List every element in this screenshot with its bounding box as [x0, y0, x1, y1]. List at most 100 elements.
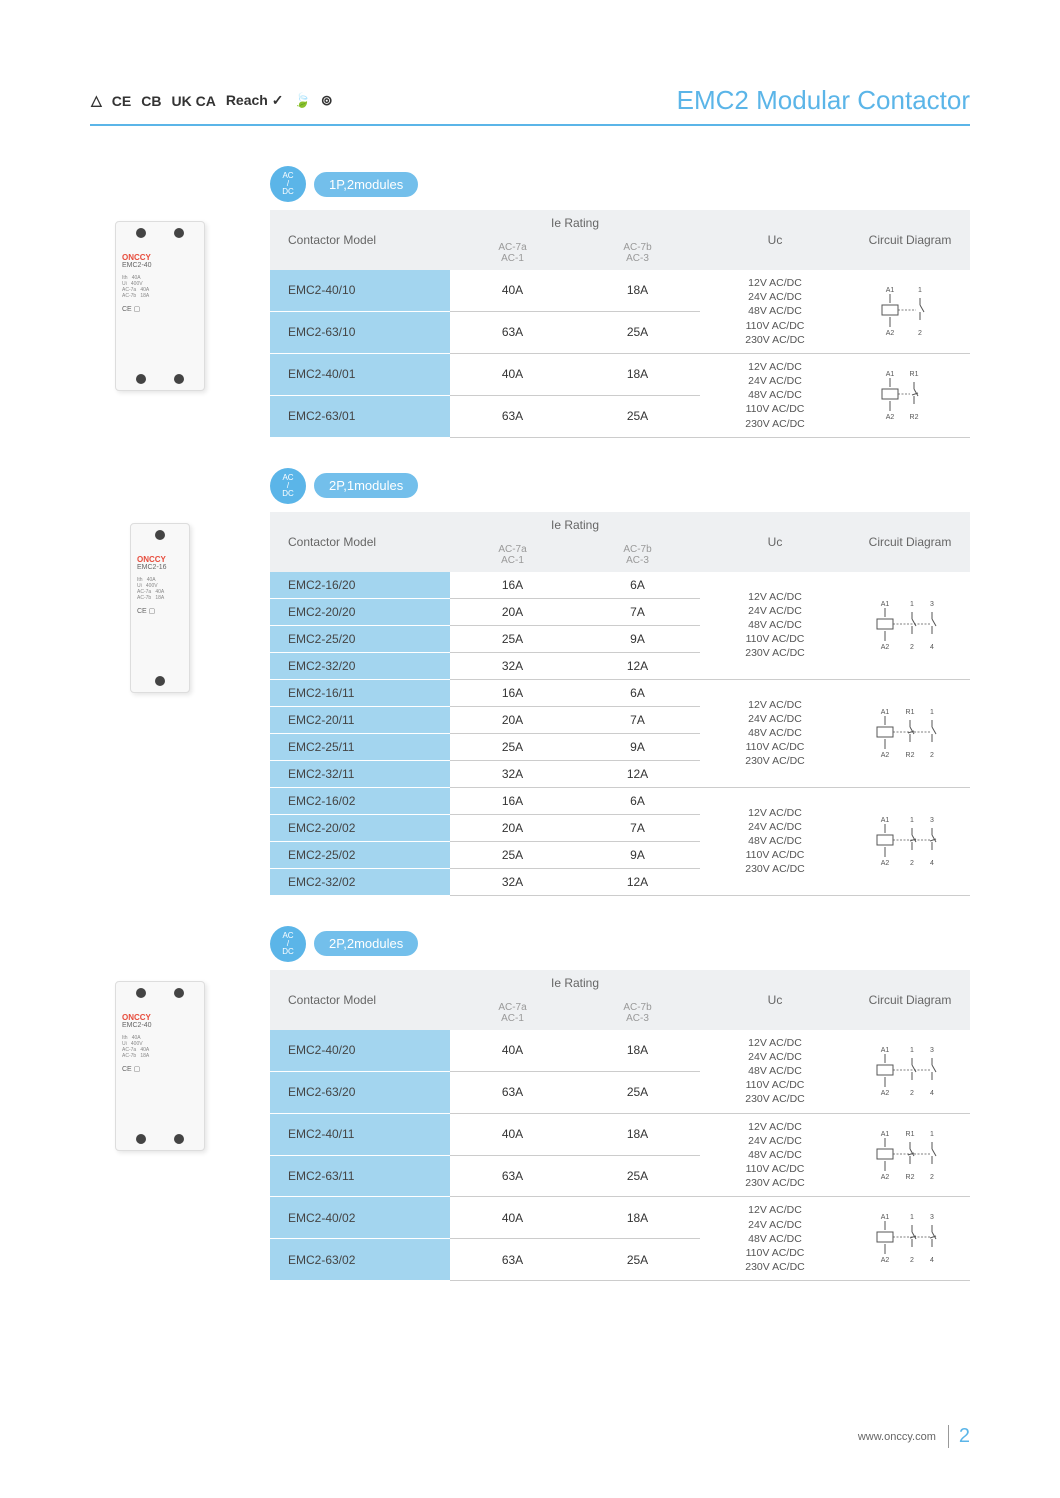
product-section: ONCCY EMC2-40 Ith 40AUi 400VAC-7a 40AAC-…	[90, 166, 970, 438]
uc-cell: 12V AC/DC24V AC/DC48V AC/DC110V AC/DC230…	[700, 1197, 850, 1281]
model-cell: EMC2-20/11	[270, 706, 450, 733]
rating-cell: 32A	[450, 760, 575, 787]
rating-cell: 20A	[450, 706, 575, 733]
model-cell: EMC2-40/11	[270, 1113, 450, 1155]
product-section: ONCCY EMC2-40 Ith 40AUi 400VAC-7a 40AAC-…	[90, 926, 970, 1282]
uc-cell: 12V AC/DC24V AC/DC48V AC/DC110V AC/DC230…	[700, 1030, 850, 1113]
rating-cell: 63A	[450, 1155, 575, 1197]
model-cell: EMC2-20/20	[270, 598, 450, 625]
svg-text:3: 3	[930, 1047, 934, 1054]
table-area: AC/DC 1P,2modules Contactor Model Ie Rat…	[270, 166, 970, 438]
model-cell: EMC2-16/20	[270, 572, 450, 599]
product-image: ONCCY EMC2-16 Ith 40AUi 400VAC-7a 40AAC-…	[90, 508, 230, 708]
page-footer: www.onccy.com 2	[858, 1425, 970, 1448]
svg-text:3: 3	[930, 601, 934, 608]
rating-cell: 18A	[575, 1030, 700, 1071]
table-row: EMC2-16/02 16A 6A12V AC/DC24V AC/DC48V A…	[270, 787, 970, 814]
rating-cell: 6A	[575, 572, 700, 599]
rating-cell: 16A	[450, 679, 575, 706]
rating-cell: 32A	[450, 652, 575, 679]
cert-badge: UK CA	[170, 92, 216, 110]
circuit-diagram-icon: A1A21234	[870, 597, 950, 651]
section-badge-row: AC/DC 1P,2modules	[270, 166, 970, 202]
svg-text:A1: A1	[886, 371, 895, 378]
model-cell: EMC2-16/02	[270, 787, 450, 814]
acdc-badge: AC/DC	[270, 926, 306, 962]
rating-cell: 9A	[575, 733, 700, 760]
svg-text:3: 3	[930, 1214, 934, 1221]
svg-text:1: 1	[918, 287, 922, 294]
rating-cell: 40A	[450, 353, 575, 395]
certification-icons: △CECBUK CAReach ✓🍃⊚	[90, 91, 334, 110]
cert-badge: CB	[140, 92, 162, 110]
svg-text:1: 1	[930, 1131, 934, 1138]
model-cell: EMC2-40/10	[270, 270, 450, 311]
uc-cell: 12V AC/DC24V AC/DC48V AC/DC110V AC/DC230…	[700, 1113, 850, 1197]
section-badge-row: AC/DC 2P,2modules	[270, 926, 970, 962]
model-cell: EMC2-40/01	[270, 353, 450, 395]
rating-cell: 25A	[575, 1071, 700, 1113]
svg-text:2: 2	[910, 644, 914, 651]
svg-text:A1: A1	[881, 709, 890, 716]
diagram-cell: A1A21234	[850, 787, 970, 895]
uc-cell: 12V AC/DC24V AC/DC48V AC/DC110V AC/DC230…	[700, 270, 850, 353]
diagram-cell: A1A2R1R212	[850, 1113, 970, 1197]
page-header: △CECBUK CAReach ✓🍃⊚ EMC2 Modular Contact…	[90, 85, 970, 126]
model-cell: EMC2-25/20	[270, 625, 450, 652]
svg-text:A2: A2	[881, 1257, 890, 1264]
svg-text:4: 4	[930, 1257, 934, 1264]
rating-cell: 40A	[450, 1197, 575, 1239]
diagram-cell: A1A21234	[850, 1030, 970, 1113]
circuit-diagram-icon: A1A2R1R212	[870, 705, 950, 759]
rating-cell: 18A	[575, 270, 700, 311]
spec-table: Contactor Model Ie Rating Uc Circuit Dia…	[270, 970, 970, 1282]
svg-text:2: 2	[910, 1257, 914, 1264]
module-pill: 2P,1modules	[314, 473, 418, 498]
rating-cell: 20A	[450, 598, 575, 625]
svg-text:A1: A1	[886, 287, 895, 294]
svg-text:3: 3	[930, 817, 934, 824]
svg-text:A1: A1	[881, 601, 890, 608]
table-row: EMC2-40/20 40A 18A12V AC/DC24V AC/DC48V …	[270, 1030, 970, 1071]
svg-text:A2: A2	[881, 1174, 890, 1181]
svg-text:1: 1	[910, 817, 914, 824]
rating-cell: 40A	[450, 1030, 575, 1071]
cert-badge: CE	[111, 92, 132, 110]
rating-cell: 40A	[450, 1113, 575, 1155]
module-pill: 1P,2modules	[314, 172, 418, 197]
rating-cell: 7A	[575, 814, 700, 841]
model-cell: EMC2-25/02	[270, 841, 450, 868]
svg-text:1: 1	[910, 601, 914, 608]
circuit-diagram-icon: A1A21234	[870, 1043, 950, 1097]
svg-text:R1: R1	[910, 371, 919, 378]
svg-text:A2: A2	[881, 752, 890, 759]
model-cell: EMC2-63/10	[270, 311, 450, 353]
rating-cell: 18A	[575, 1197, 700, 1239]
svg-text:1: 1	[930, 709, 934, 716]
diagram-cell: A1A2R1R212	[850, 679, 970, 787]
svg-text:2: 2	[910, 860, 914, 867]
rating-cell: 63A	[450, 395, 575, 437]
svg-text:R2: R2	[906, 752, 915, 759]
rating-cell: 12A	[575, 652, 700, 679]
model-cell: EMC2-16/11	[270, 679, 450, 706]
rating-cell: 25A	[575, 395, 700, 437]
rating-cell: 7A	[575, 598, 700, 625]
table-row: EMC2-16/11 16A 6A12V AC/DC24V AC/DC48V A…	[270, 679, 970, 706]
rating-cell: 63A	[450, 1239, 575, 1281]
rating-cell: 32A	[450, 868, 575, 895]
svg-text:2: 2	[918, 330, 922, 337]
model-cell: EMC2-32/02	[270, 868, 450, 895]
svg-text:A2: A2	[886, 330, 895, 337]
rating-cell: 18A	[575, 1113, 700, 1155]
table-area: AC/DC 2P,2modules Contactor Model Ie Rat…	[270, 926, 970, 1282]
diagram-cell: A1A21234	[850, 1197, 970, 1281]
svg-text:A1: A1	[881, 1131, 890, 1138]
rating-cell: 25A	[575, 1239, 700, 1281]
uc-cell: 12V AC/DC24V AC/DC48V AC/DC110V AC/DC230…	[700, 787, 850, 895]
rating-cell: 63A	[450, 1071, 575, 1113]
uc-cell: 12V AC/DC24V AC/DC48V AC/DC110V AC/DC230…	[700, 353, 850, 437]
circuit-diagram-icon: A1 A2 1 2	[870, 283, 950, 337]
svg-text:A1: A1	[881, 817, 890, 824]
svg-text:1: 1	[910, 1214, 914, 1221]
